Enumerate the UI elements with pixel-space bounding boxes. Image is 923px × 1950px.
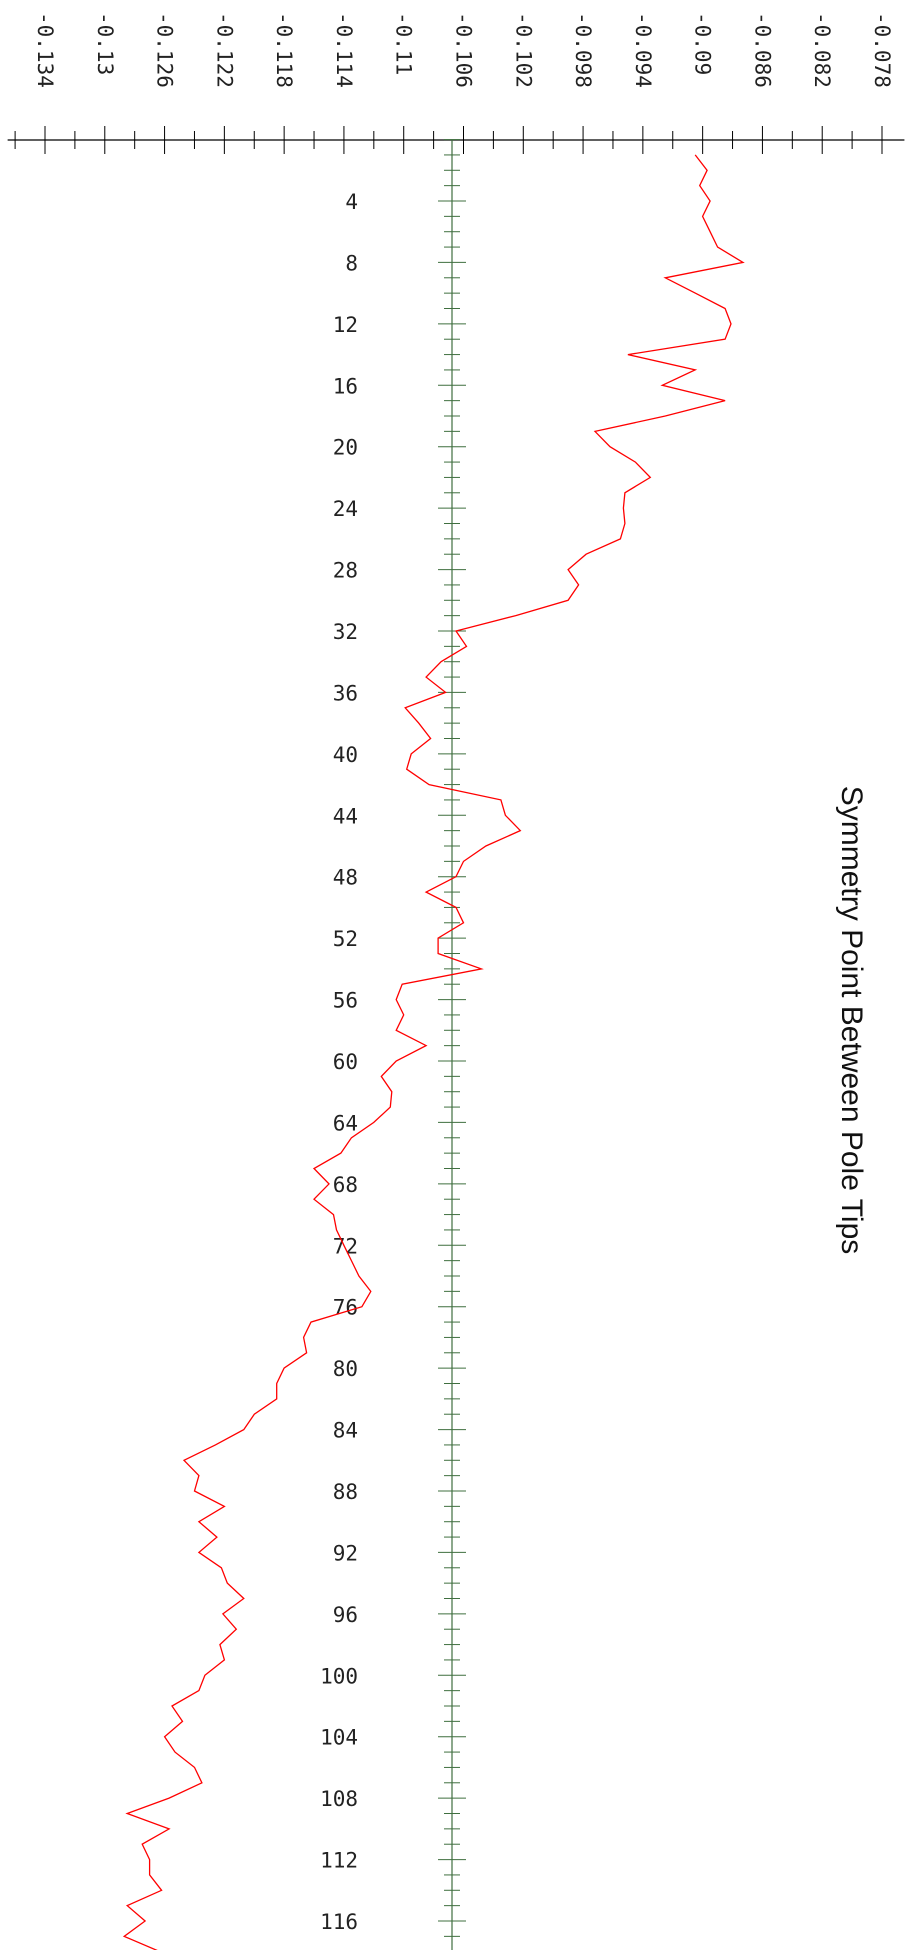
index-tick-label: 12 — [333, 313, 358, 337]
index-tick-label: 64 — [333, 1111, 358, 1135]
value-tick-label: -0.106 — [452, 12, 476, 88]
value-tick-label: -0.094 — [631, 12, 655, 88]
value-tick-label: -0.102 — [511, 12, 535, 88]
index-tick-label: 44 — [333, 804, 358, 828]
value-axis: -0.134 -0.13 -0.126 -0.122 -0.118 -0.114 -0.11… — [7, 12, 905, 154]
value-tick-label: -0.082 — [810, 12, 834, 88]
value-tick-label: -0.09 — [691, 12, 715, 75]
index-tick-label: 80 — [333, 1357, 358, 1381]
index-tick-label: 16 — [333, 374, 358, 398]
index-tick-label: 108 — [320, 1787, 358, 1811]
index-axis: 4812162024283236404448525660646872768084… — [320, 139, 466, 1950]
value-tick-label: -0.114 — [332, 12, 356, 88]
value-tick-label: -0.098 — [571, 12, 595, 88]
index-tick-label: 60 — [333, 1050, 358, 1074]
index-tick-label: 76 — [333, 1296, 358, 1320]
index-tick-label: 116 — [320, 1910, 358, 1934]
index-tick-label: 24 — [333, 497, 358, 521]
index-tick-label: 28 — [333, 559, 358, 583]
series-line-0 — [122, 154, 745, 1950]
index-tick-label: 32 — [333, 620, 358, 644]
value-tick-label: -0.086 — [750, 12, 774, 88]
value-tick-label: -0.078 — [870, 12, 894, 88]
index-tick-label: 112 — [320, 1849, 358, 1873]
index-tick-label: 4 — [345, 190, 358, 214]
index-tick-label: 96 — [333, 1603, 358, 1627]
value-tick-label: -0.118 — [272, 12, 296, 88]
value-tick-label: -0.122 — [212, 12, 236, 88]
value-tick-label: -0.13 — [93, 12, 117, 75]
index-tick-label: 56 — [333, 989, 358, 1013]
index-tick-label: 48 — [333, 866, 358, 890]
index-tick-label: 84 — [333, 1419, 358, 1443]
index-tick-label: 100 — [320, 1664, 358, 1688]
index-tick-label: 88 — [333, 1480, 358, 1504]
index-tick-label: 20 — [333, 436, 358, 460]
index-tick-label: 104 — [320, 1726, 358, 1750]
value-tick-label: -0.11 — [392, 12, 416, 75]
index-tick-label: 68 — [333, 1173, 358, 1197]
index-tick-label: 72 — [333, 1234, 358, 1258]
value-tick-label: -0.134 — [33, 12, 57, 88]
index-tick-label: 8 — [345, 251, 358, 275]
index-tick-label: 52 — [333, 927, 358, 951]
chart-title: Symmetry Point Between Pole Tips — [835, 786, 868, 1255]
value-tick-label: -0.126 — [153, 12, 177, 88]
series-group — [122, 154, 745, 1950]
index-tick-label: 40 — [333, 743, 358, 767]
index-tick-label: 92 — [333, 1541, 358, 1565]
index-tick-label: 36 — [333, 681, 358, 705]
